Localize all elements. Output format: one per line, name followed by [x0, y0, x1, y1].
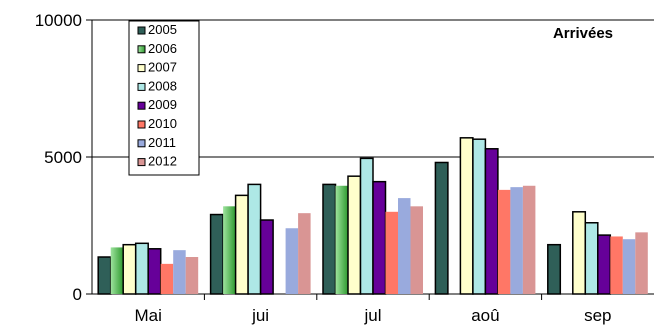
bar-2010-sep — [610, 236, 623, 294]
x-category-label: jul — [363, 306, 381, 325]
legend-label-2010: 2010 — [148, 116, 177, 131]
bar-2008-sep — [584, 222, 599, 295]
legend-label-2006: 2006 — [148, 41, 177, 56]
legend-swatch-2006 — [137, 45, 146, 54]
legend-swatch-2007 — [137, 64, 146, 73]
bar-2009-jui — [259, 219, 274, 295]
legend-label-2005: 2005 — [148, 22, 177, 37]
x-category-label: sep — [584, 306, 611, 325]
bar-2006-jui — [223, 206, 236, 294]
bar-2012-sep — [635, 232, 648, 294]
legend: 2005 2006 2007 2008 2009 2010 2011 2012 — [128, 20, 200, 176]
bar-2005-Mai — [97, 256, 112, 295]
x-category-label: jui — [251, 306, 269, 325]
x-category-label: Mai — [134, 306, 161, 325]
legend-swatch-2012 — [137, 158, 146, 167]
bar-2007-jul — [347, 175, 362, 295]
bar-2007-Mai — [122, 243, 137, 295]
bar-2010-Mai — [160, 263, 174, 294]
legend-swatch-2010 — [137, 120, 146, 129]
bar-2011-sep — [622, 239, 636, 294]
y-tick-label: 5000 — [44, 148, 82, 167]
x-category-label: aoû — [471, 306, 499, 325]
legend-swatch-2008 — [137, 82, 146, 91]
bar-2007-aoû — [459, 137, 474, 295]
legend-swatch-2011 — [137, 139, 146, 148]
legend-swatch-2009 — [137, 101, 146, 110]
bar-2011-aoû — [510, 187, 523, 294]
bar-2006-jul — [335, 185, 348, 294]
bar-2012-jui — [298, 213, 311, 294]
bar-2009-jul — [372, 180, 387, 295]
bar-2009-sep — [597, 234, 612, 295]
bar-2009-Mai — [147, 248, 162, 295]
bar-2009-aoû — [484, 148, 499, 295]
legend-swatch-2005 — [137, 26, 146, 35]
axis-labels: 0 5000 10000 Mai jui jul aoû sep — [35, 11, 612, 325]
bar-2008-jul — [359, 157, 374, 295]
bar-2007-sep — [572, 211, 587, 295]
bar-2008-jui — [247, 183, 262, 295]
legend-label-2012: 2012 — [148, 154, 177, 169]
bar-2011-Mai — [173, 250, 186, 294]
bar-2011-jul — [398, 198, 411, 294]
bar-2006-Mai — [110, 247, 124, 294]
y-tick-label: 0 — [73, 285, 82, 304]
bar-2007-jui — [234, 194, 249, 295]
bar-2012-aoû — [522, 185, 536, 294]
bar-2005-jul — [322, 183, 337, 295]
bar-2008-Mai — [134, 242, 149, 295]
bar-2010-aoû — [497, 189, 511, 294]
bar-2005-sep — [547, 243, 562, 295]
bar-2008-aoû — [472, 138, 487, 295]
bar-2010-jul — [385, 211, 398, 294]
bar-2012-jul — [410, 206, 423, 294]
bar-2005-aoû — [434, 161, 449, 295]
legend-label-2009: 2009 — [148, 97, 177, 112]
bar-2011-jui — [285, 228, 299, 294]
bar-2005-jui — [209, 213, 224, 295]
legend-label-2008: 2008 — [148, 78, 177, 93]
y-tick-label: 10000 — [35, 11, 82, 30]
bar-2012-Mai — [185, 257, 199, 294]
legend-label-2011: 2011 — [148, 135, 176, 150]
chart-title: Arrivées — [553, 25, 613, 42]
legend-label-2007: 2007 — [148, 60, 177, 75]
bars — [97, 137, 648, 295]
